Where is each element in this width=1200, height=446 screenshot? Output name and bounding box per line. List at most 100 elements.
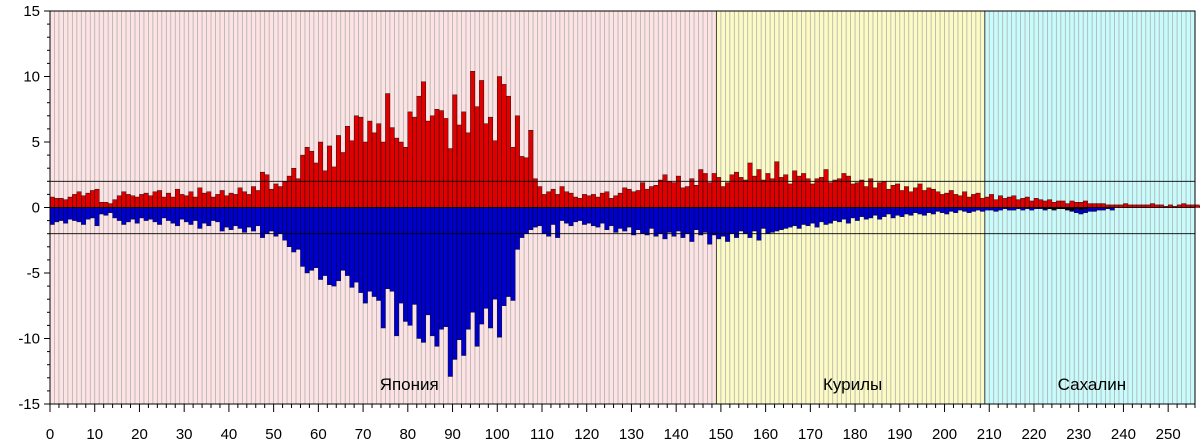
bar-series1 xyxy=(242,207,247,233)
bar-series0 xyxy=(81,195,86,208)
bar-series1 xyxy=(412,207,417,305)
bar-series1 xyxy=(859,207,865,217)
bar-series1 xyxy=(801,207,807,225)
bar-series0 xyxy=(246,194,252,208)
bar-series1 xyxy=(228,207,234,230)
bar-series1 xyxy=(555,207,561,238)
bar-series0 xyxy=(1123,203,1129,208)
bar-series1 xyxy=(720,207,726,237)
x-tick-label: 60 xyxy=(310,426,327,443)
bar-series1 xyxy=(783,207,789,229)
bar-series1 xyxy=(684,207,690,234)
bar-series1 xyxy=(215,207,221,223)
bar-series0 xyxy=(260,171,265,208)
bar-series0 xyxy=(658,179,663,208)
bar-series0 xyxy=(845,175,851,208)
bar-series1 xyxy=(331,207,337,287)
bar-series0 xyxy=(1087,203,1093,208)
bar-series0 xyxy=(836,178,842,208)
bar-series1 xyxy=(568,207,574,227)
bar-series0 xyxy=(349,140,355,208)
bar-series0 xyxy=(957,195,963,208)
bar-series1 xyxy=(479,207,485,325)
bar-series0 xyxy=(318,141,324,208)
bar-series1 xyxy=(237,207,243,229)
bar-series1 xyxy=(702,207,708,233)
bar-series1 xyxy=(971,207,977,212)
bar-series0 xyxy=(707,182,713,208)
bar-series1 xyxy=(353,207,359,283)
bar-series0 xyxy=(336,135,341,208)
bar-series0 xyxy=(635,190,641,208)
x-tick-label: 80 xyxy=(399,426,416,443)
bar-series1 xyxy=(662,207,668,240)
bar-series1 xyxy=(930,207,936,215)
bar-series0 xyxy=(358,116,364,208)
bar-series1 xyxy=(604,207,610,230)
bar-series0 xyxy=(143,192,149,208)
bar-series1 xyxy=(881,207,887,217)
bar-series1 xyxy=(523,207,529,234)
bar-series0 xyxy=(872,187,878,208)
bar-series0 xyxy=(371,132,377,208)
bar-series0 xyxy=(479,80,485,208)
bar-series1 xyxy=(394,207,400,337)
bar-series0 xyxy=(416,95,422,208)
bar-series0 xyxy=(340,152,346,208)
bar-series0 xyxy=(103,202,109,208)
bar-series1 xyxy=(121,207,127,225)
bar-series1 xyxy=(993,207,999,212)
bar-series1 xyxy=(438,207,444,330)
bar-series0 xyxy=(546,191,552,208)
bar-series0 xyxy=(497,76,502,208)
bar-series1 xyxy=(483,207,489,309)
bar-series1 xyxy=(738,207,744,232)
bar-series0 xyxy=(506,95,511,208)
bar-series1 xyxy=(675,207,681,232)
bar-series0 xyxy=(944,192,950,208)
bar-series1 xyxy=(510,207,516,301)
bar-series0 xyxy=(72,194,78,208)
bar-series0 xyxy=(295,178,301,208)
bar-series0 xyxy=(309,150,315,208)
bar-series0 xyxy=(170,196,176,208)
bar-series1 xyxy=(649,207,655,229)
bar-series1 xyxy=(54,207,60,223)
bar-series1 xyxy=(474,207,480,347)
x-tick-label: 130 xyxy=(619,426,644,443)
x-tick-label: 210 xyxy=(977,426,1002,443)
bar-series0 xyxy=(67,196,73,208)
bar-series0 xyxy=(148,195,154,208)
bar-series0 xyxy=(1096,203,1102,208)
bar-series0 xyxy=(492,140,498,208)
x-tick-label: 90 xyxy=(444,426,461,443)
bar-series1 xyxy=(206,207,212,227)
bar-series0 xyxy=(649,186,655,208)
bar-series1 xyxy=(349,207,355,288)
bar-series1 xyxy=(640,207,646,234)
bar-series1 xyxy=(492,207,498,300)
bar-series0 xyxy=(939,194,945,208)
bar-series1 xyxy=(707,207,713,245)
bar-series1 xyxy=(546,207,552,237)
bar-series0 xyxy=(90,190,95,208)
bar-series0 xyxy=(76,191,82,208)
bar-series0 xyxy=(814,178,820,208)
bar-series1 xyxy=(966,207,972,213)
bar-series1 xyxy=(197,207,203,229)
bar-series0 xyxy=(255,190,261,208)
bar-series0 xyxy=(586,195,592,208)
x-tick-label: 180 xyxy=(843,426,868,443)
bar-series1 xyxy=(506,207,511,297)
bar-series1 xyxy=(841,207,847,220)
bar-series0 xyxy=(989,194,994,208)
bar-series1 xyxy=(917,207,923,215)
bar-series0 xyxy=(913,187,918,208)
bar-series1 xyxy=(58,207,64,221)
bar-series1 xyxy=(224,207,230,228)
bar-series1 xyxy=(107,207,113,213)
bar-series1 xyxy=(246,207,252,228)
bar-series1 xyxy=(747,207,753,238)
bar-series0 xyxy=(747,162,753,208)
